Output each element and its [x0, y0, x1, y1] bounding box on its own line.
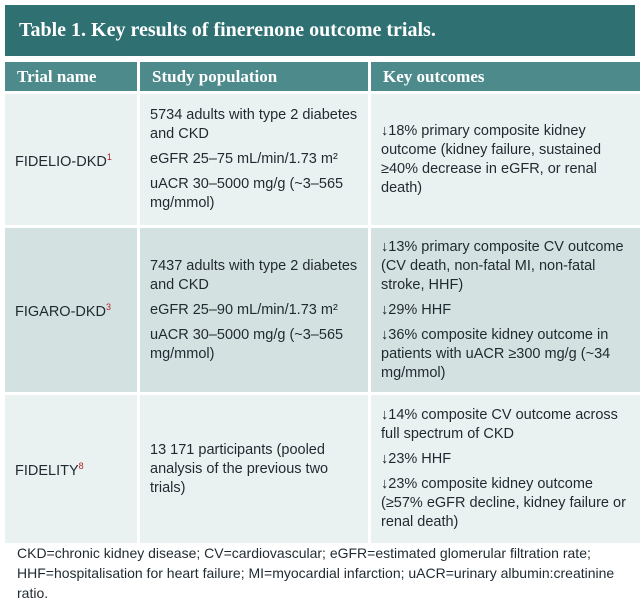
- outcome-line: ↓14% composite CV outcome across full sp…: [381, 407, 618, 442]
- trial-name: FIDELIO-DKD: [15, 153, 107, 170]
- population-line: 7437 adults with type 2 diabetes and CKD: [150, 257, 358, 293]
- header-trial-name: Trial name: [5, 62, 137, 91]
- outcome-line: ↓23% composite kidney outcome (≥57% eGFR…: [381, 476, 626, 530]
- table-title: Table 1. Key results of finerenone outco…: [5, 5, 635, 56]
- table-row: FIGARO-DKD3 7437 adults with type 2 diab…: [5, 228, 640, 392]
- table-row: FIDELITY8 13 171 participants (pooled an…: [5, 395, 640, 543]
- outcome-line: ↓13% primary composite CV outcome (CV de…: [381, 238, 624, 293]
- results-table: Trial name Study population Key outcomes…: [2, 59, 640, 546]
- trial-name-cell: FIDELITY8: [5, 395, 137, 543]
- header-study-population: Study population: [140, 62, 368, 91]
- outcomes-cell: ↓13% primary composite CV outcome (CV de…: [371, 228, 640, 392]
- population-cell: 13 171 participants (pooled analysis of …: [140, 395, 368, 543]
- table-row: FIDELIO-DKD1 5734 adults with type 2 dia…: [5, 94, 640, 225]
- outcome-line: ↓36% composite kidney outcome in patient…: [381, 326, 611, 381]
- population-line: uACR 30–5000 mg/g (~3–565 mg/mmol): [150, 176, 344, 211]
- table-footnote: CKD=chronic kidney disease; CV=cardiovas…: [17, 545, 615, 601]
- header-key-outcomes: Key outcomes: [371, 62, 640, 91]
- header-row: Trial name Study population Key outcomes: [5, 62, 640, 91]
- reference-marker: 1: [106, 151, 112, 162]
- population-line: 13 171 participants (pooled analysis of …: [150, 441, 329, 496]
- outcome-line: ↓29% HHF: [381, 301, 452, 318]
- reference-marker: 8: [78, 461, 84, 471]
- outcome-line: ↓23% HHF: [381, 451, 452, 467]
- population-line: eGFR 25–90 mL/min/1.73 m²: [150, 301, 338, 318]
- trial-name-cell: FIDELIO-DKD1: [5, 94, 137, 225]
- trial-name: FIGARO-DKD: [15, 304, 107, 320]
- outcome-line: ↓18% primary composite kidney outcome (k…: [381, 122, 602, 196]
- reference-marker: 3: [106, 302, 112, 312]
- trial-name-cell: FIGARO-DKD3: [5, 228, 137, 392]
- outcomes-cell: ↓18% primary composite kidney outcome (k…: [371, 94, 640, 225]
- population-line: uACR 30–5000 mg/g (~3–565 mg/mmol): [150, 326, 344, 362]
- outcomes-cell: ↓14% composite CV outcome across full sp…: [371, 395, 640, 543]
- population-cell: 5734 adults with type 2 diabetes and CKD…: [140, 94, 368, 225]
- population-cell: 7437 adults with type 2 diabetes and CKD…: [140, 228, 368, 392]
- population-line: 5734 adults with type 2 diabetes and CKD: [150, 107, 358, 142]
- population-line: eGFR 25–75 mL/min/1.73 m²: [150, 151, 338, 167]
- trial-name: FIDELITY: [15, 463, 79, 479]
